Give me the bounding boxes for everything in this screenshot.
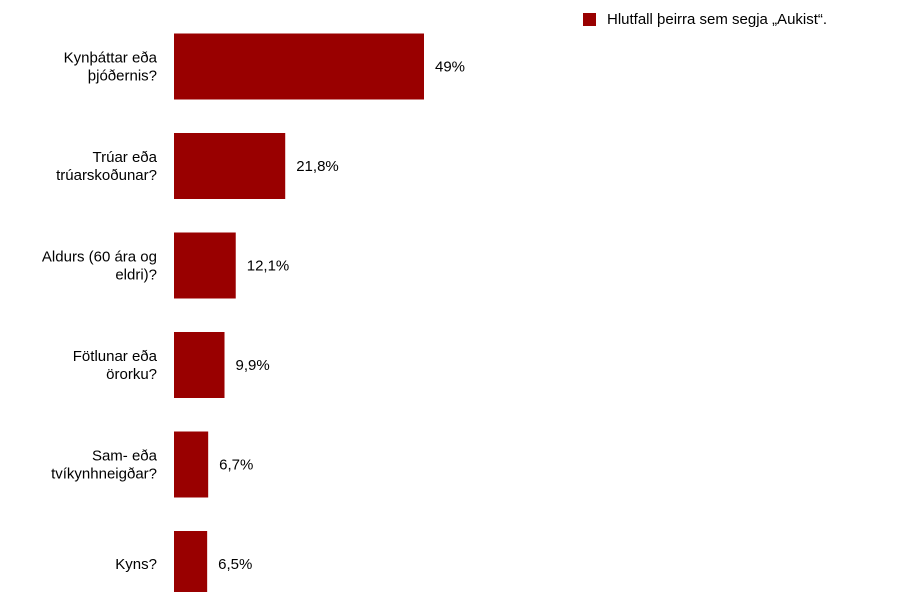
category-label-line: trúarskoðunar?	[56, 167, 157, 184]
category-label-line: örorku?	[106, 366, 157, 383]
category-label-line: Trúar eða	[93, 149, 158, 166]
bar-sam-eda-tvikynhneigdar	[174, 431, 209, 498]
bar-row-truar-eda-truarskodunar: 21,8% Trúar eða trúarskoðunar?	[56, 133, 339, 199]
category-label-aldurs-60-ara-og-eldri: Aldurs (60 ára og eldri)?	[42, 249, 157, 284]
bar-row-aldurs-60-ara-og-eldri: 12,1% Aldurs (60 ára og eldri)?	[42, 232, 290, 299]
bar-truar-eda-truarskodunar	[174, 133, 286, 199]
category-label-line: eldri)?	[115, 267, 157, 284]
category-label-sam-eda-tvikynhneigdar: Sam- eða tvíkynhneigðar?	[51, 448, 158, 483]
data-label-truar-eda-truarskodunar: 21,8%	[296, 158, 339, 175]
bar-fotlunar-eda-ororku	[174, 332, 225, 398]
bar-row-sam-eda-tvikynhneigdar: 6,7% Sam- eða tvíkynhneigðar?	[51, 431, 253, 498]
category-label-line: Kynþáttar eða	[64, 50, 158, 67]
bar-row-fotlunar-eda-ororku: 9,9% Fötlunar eða örorku?	[73, 332, 270, 398]
category-label-line: þjóðernis?	[88, 68, 157, 85]
category-label-truar-eda-truarskodunar: Trúar eða trúarskoðunar?	[56, 149, 158, 184]
category-label-kynthattar-eda-thjodernis: Kynþáttar eða þjóðernis?	[64, 50, 158, 85]
bar-row-kynthattar-eda-thjodernis: 49% Kynþáttar eða þjóðernis?	[64, 33, 465, 100]
legend-label: Hlutfall þeirra sem segja „Aukist“.	[607, 11, 828, 28]
data-label-kynthattar-eda-thjodernis: 49%	[435, 59, 465, 76]
legend: Hlutfall þeirra sem segja „Aukist“.	[583, 11, 827, 28]
bar-kynthattar-eda-thjodernis	[174, 33, 424, 100]
data-label-sam-eda-tvikynhneigdar: 6,7%	[219, 457, 253, 474]
data-label-fotlunar-eda-ororku: 9,9%	[236, 357, 270, 374]
category-label-line: Sam- eða	[92, 448, 158, 465]
category-label-line: Fötlunar eða	[73, 348, 158, 365]
category-label-line: Kyns?	[115, 556, 157, 573]
bar-kyns	[174, 531, 208, 592]
bar-row-kyns: 6,5% Kyns?	[115, 531, 252, 592]
category-label-line: tvíkynhneigðar?	[51, 466, 157, 483]
category-label-line: Aldurs (60 ára og	[42, 249, 157, 266]
data-label-aldurs-60-ara-og-eldri: 12,1%	[247, 258, 290, 275]
legend-swatch-hlutfall	[583, 13, 596, 26]
bar-aldurs-60-ara-og-eldri	[174, 232, 236, 299]
category-label-kyns: Kyns?	[115, 556, 157, 573]
data-label-kyns: 6,5%	[218, 556, 252, 573]
category-label-fotlunar-eda-ororku: Fötlunar eða örorku?	[73, 348, 158, 383]
